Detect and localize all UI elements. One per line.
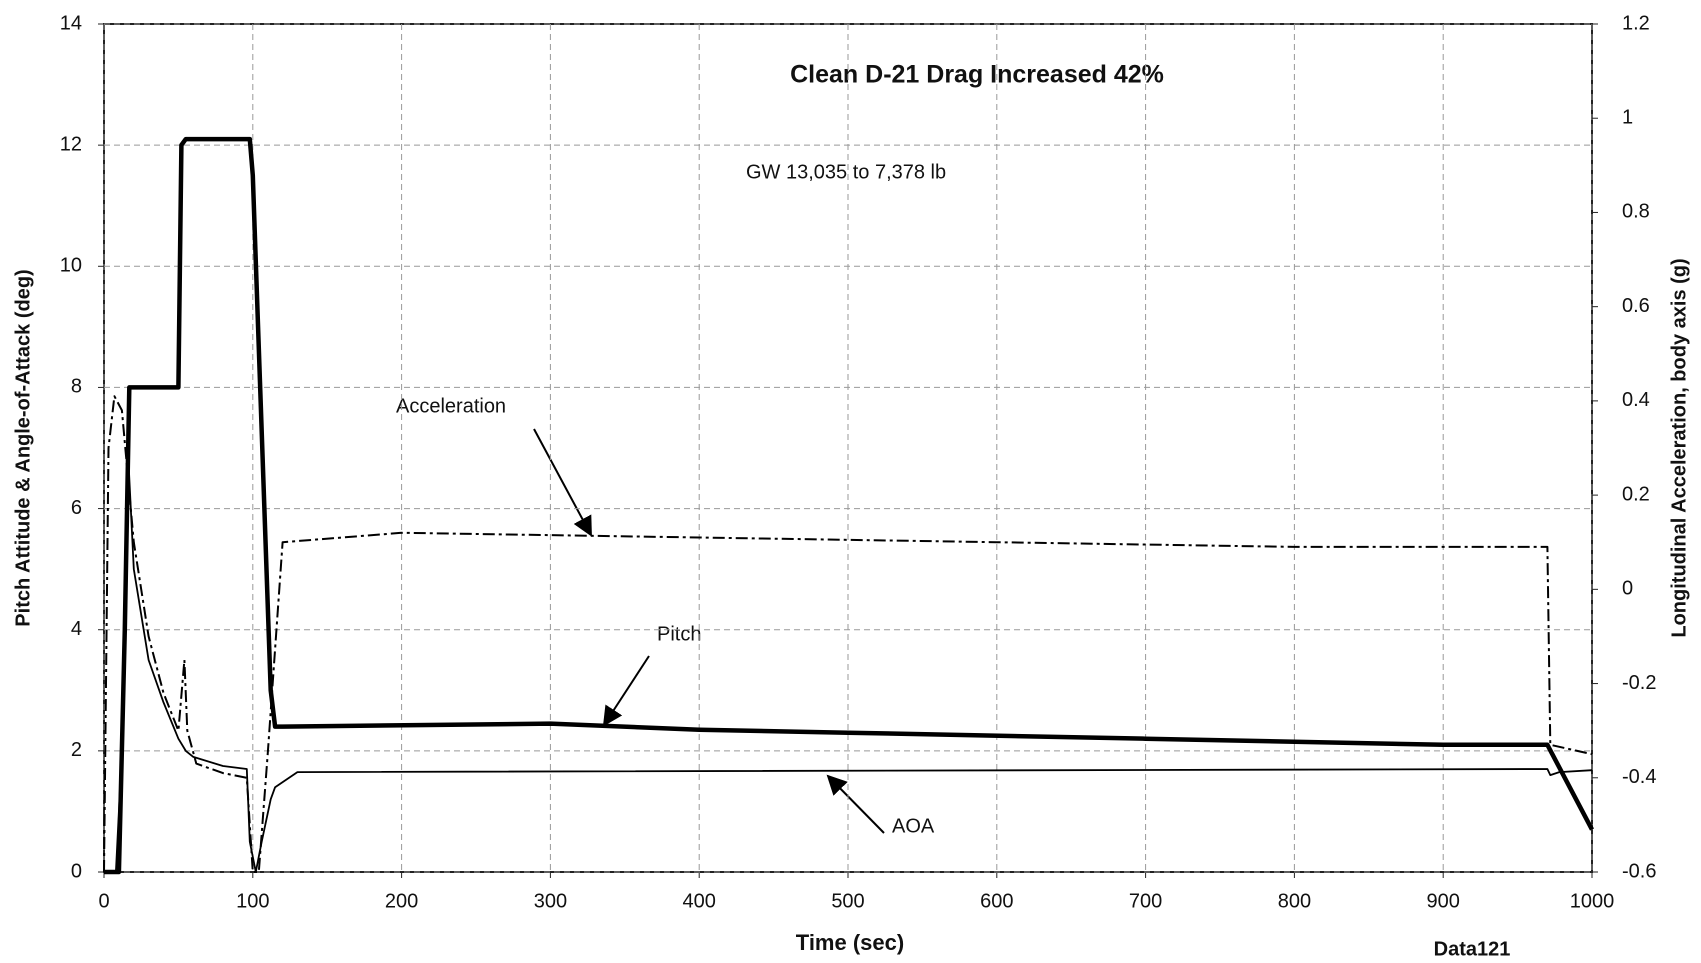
annotation-arrow [533,428,592,537]
annotation-arrow [826,774,885,834]
chart-title: Clean D-21 Drag Increased 42% [790,61,1164,89]
x-tick-label: 600 [980,890,1013,912]
x-tick-label: 1000 [1570,890,1615,912]
x-tick-label: 200 [385,890,418,912]
y2-tick-label: -0.6 [1622,860,1656,882]
y-tick-label: 10 [60,255,82,277]
y2-axis-title: Longitudinal Acceleration, body axis (g) [1668,258,1690,637]
y-tick-label: 14 [60,12,82,34]
annotation-label: AOA [892,815,935,837]
x-tick-label: 800 [1278,890,1311,912]
y-tick-label: 0 [71,860,82,882]
annotation-label: Pitch [657,623,701,645]
chart-subtitle: GW 13,035 to 7,378 lb [746,161,946,183]
y2-tick-label: 0.4 [1622,389,1650,411]
annotation-label: Acceleration [396,395,506,417]
x-tick-label: 700 [1129,890,1162,912]
y-tick-label: 2 [71,739,82,761]
y2-tick-label: 0 [1622,578,1633,600]
y2-tick-label: 0.6 [1622,295,1650,317]
x-tick-label: 300 [534,890,567,912]
y2-tick-label: -0.4 [1622,766,1656,788]
annotation-arrow [602,655,650,727]
source-label: Data121 [1434,938,1511,960]
x-tick-label: 0 [98,890,109,912]
y2-tick-label: 0.2 [1622,483,1650,505]
y2-tick-label: 0.8 [1622,201,1650,223]
y-tick-label: 4 [71,618,82,640]
y2-tick-label: 1.2 [1622,12,1650,34]
y-axis-title: Pitch Attitude & Angle-of-Attack (deg) [12,269,34,626]
x-tick-label: 100 [236,890,269,912]
x-axis-title: Time (sec) [796,930,904,955]
x-tick-label: 400 [683,890,716,912]
series-line [104,136,1594,875]
x-tick-label: 900 [1427,890,1460,912]
series-line [104,447,1593,873]
y-tick-label: 12 [60,133,82,155]
y2-tick-label: -0.2 [1622,672,1656,694]
y-tick-label: 6 [71,497,82,519]
x-tick-label: 500 [831,890,864,912]
y2-tick-label: 1 [1622,107,1633,129]
y-tick-label: 8 [71,376,82,398]
